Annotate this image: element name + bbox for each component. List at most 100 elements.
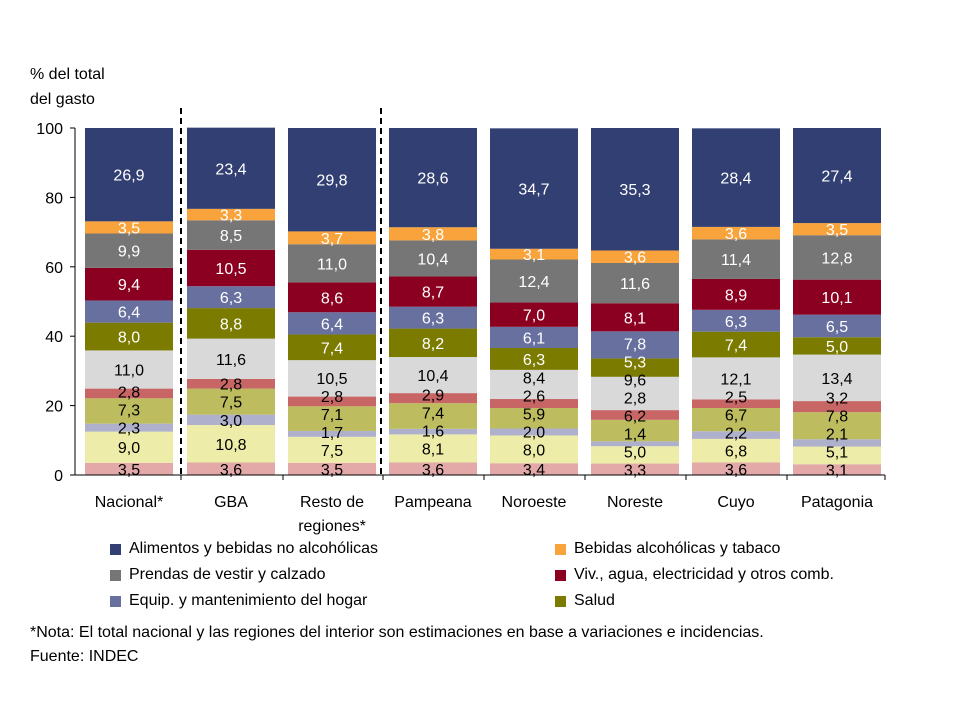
data-label: 7,3 xyxy=(118,403,140,420)
data-label: 2,6 xyxy=(523,388,545,405)
data-label: 8,6 xyxy=(321,290,343,307)
data-label: 7,1 xyxy=(321,407,343,424)
data-label: 3,5 xyxy=(118,462,140,479)
bar-segment xyxy=(288,396,376,407)
y-tick-label: 60 xyxy=(45,260,63,277)
bar-segment xyxy=(591,128,679,251)
bar-segment xyxy=(591,303,679,332)
bar-segment xyxy=(490,463,578,475)
data-label: 12,8 xyxy=(821,250,852,267)
data-label: 1,7 xyxy=(321,425,343,442)
legend-label: Equip. y mantenimiento del hogar xyxy=(129,592,368,609)
bar-segment xyxy=(793,314,881,338)
bar-segment xyxy=(692,357,780,400)
bar-segment xyxy=(389,462,477,475)
legend-label: Alimentos y bebidas no alcohólicas xyxy=(129,540,379,557)
bar-segment xyxy=(288,436,376,463)
data-label: 3,3 xyxy=(624,462,646,479)
data-label: 10,4 xyxy=(417,251,448,268)
bar-segment xyxy=(793,446,881,465)
legend-label: Salud xyxy=(574,592,615,609)
legend-swatch xyxy=(555,569,566,581)
bar-segment xyxy=(692,438,780,463)
data-label: 12,4 xyxy=(518,274,549,291)
legend-swatch xyxy=(110,595,121,607)
y-tick-label: 20 xyxy=(45,399,63,416)
data-label: 35,3 xyxy=(619,182,650,199)
bar-segment xyxy=(288,244,376,283)
data-label: 8,9 xyxy=(725,287,747,304)
data-label: 3,5 xyxy=(826,222,848,239)
data-label: 7,5 xyxy=(321,443,343,460)
data-label: 10,4 xyxy=(417,368,448,385)
bar-segment xyxy=(389,428,477,435)
x-tick-label: regiones* xyxy=(298,518,366,535)
bar-segment xyxy=(187,378,275,389)
bar-segment xyxy=(591,463,679,475)
bar-segment xyxy=(793,439,881,447)
bar-segment xyxy=(85,322,173,351)
data-label: 5,1 xyxy=(826,445,848,462)
data-label: 6,1 xyxy=(523,330,545,347)
data-label: 27,4 xyxy=(821,169,852,186)
data-label: 2,9 xyxy=(422,387,444,404)
data-label: 6,5 xyxy=(826,319,848,336)
data-label: 7,4 xyxy=(321,340,343,357)
y-axis-title-line: % del total xyxy=(30,66,105,83)
bar-segment xyxy=(793,354,881,402)
bar-segment xyxy=(793,412,881,440)
bar-segment xyxy=(591,358,679,377)
data-label: 28,4 xyxy=(720,171,751,188)
bar-segment xyxy=(389,306,477,329)
bar-segment xyxy=(490,302,578,327)
data-label: 3,6 xyxy=(624,250,646,267)
data-label: 9,6 xyxy=(624,372,646,389)
y-tick-label: 80 xyxy=(45,190,63,207)
bar-segment xyxy=(288,128,376,232)
data-label: 23,4 xyxy=(215,161,246,178)
bar-segment xyxy=(591,262,679,304)
bar-segment xyxy=(692,399,780,409)
data-label: 3,6 xyxy=(422,462,444,479)
bar-segment xyxy=(591,446,679,464)
data-label: 11,0 xyxy=(114,363,144,380)
bar-segment xyxy=(793,279,881,315)
y-axis-title: % del total del gasto xyxy=(30,62,105,112)
legend-item: Bebidas alcohólicas y tabaco xyxy=(555,540,780,558)
data-label: 3,1 xyxy=(826,463,848,480)
data-label: 8,7 xyxy=(422,285,444,302)
data-label: 8,2 xyxy=(422,336,444,353)
bar-segment xyxy=(288,360,376,397)
bar-segment xyxy=(288,406,376,431)
bar-segment xyxy=(85,267,173,301)
bar-segment xyxy=(85,233,173,268)
y-tick-label: 40 xyxy=(45,329,63,346)
data-label: 3,6 xyxy=(725,226,747,243)
bar-segment xyxy=(389,393,477,404)
data-label: 2,0 xyxy=(523,424,545,441)
bar-segment xyxy=(490,428,578,436)
x-tick-label: Pampeana xyxy=(394,494,471,511)
data-label: 2,2 xyxy=(725,426,747,443)
bar-segment xyxy=(692,278,780,310)
legend-label: Viv., agua, electricidad y otros comb. xyxy=(574,566,834,583)
legend-item: Alimentos y bebidas no alcohólicas xyxy=(110,540,378,558)
bar-segment xyxy=(85,423,173,432)
bar-segment xyxy=(85,128,173,222)
data-label: 10,1 xyxy=(821,290,852,307)
bar-segment xyxy=(692,331,780,358)
bar-segment xyxy=(692,226,780,240)
bar-segment xyxy=(389,357,477,394)
legend-item: Equip. y mantenimiento del hogar xyxy=(110,592,367,610)
bar-segment xyxy=(591,376,679,411)
legend-item: Salud xyxy=(555,592,615,610)
bar-segment xyxy=(187,338,275,379)
data-label: 8,0 xyxy=(118,330,140,347)
bar-segment xyxy=(389,240,477,277)
data-label: 6,3 xyxy=(422,311,444,328)
data-label: 7,5 xyxy=(220,395,242,412)
data-label: 6,8 xyxy=(725,444,747,461)
bar-segment xyxy=(490,248,578,260)
data-label: 6,4 xyxy=(321,316,343,333)
